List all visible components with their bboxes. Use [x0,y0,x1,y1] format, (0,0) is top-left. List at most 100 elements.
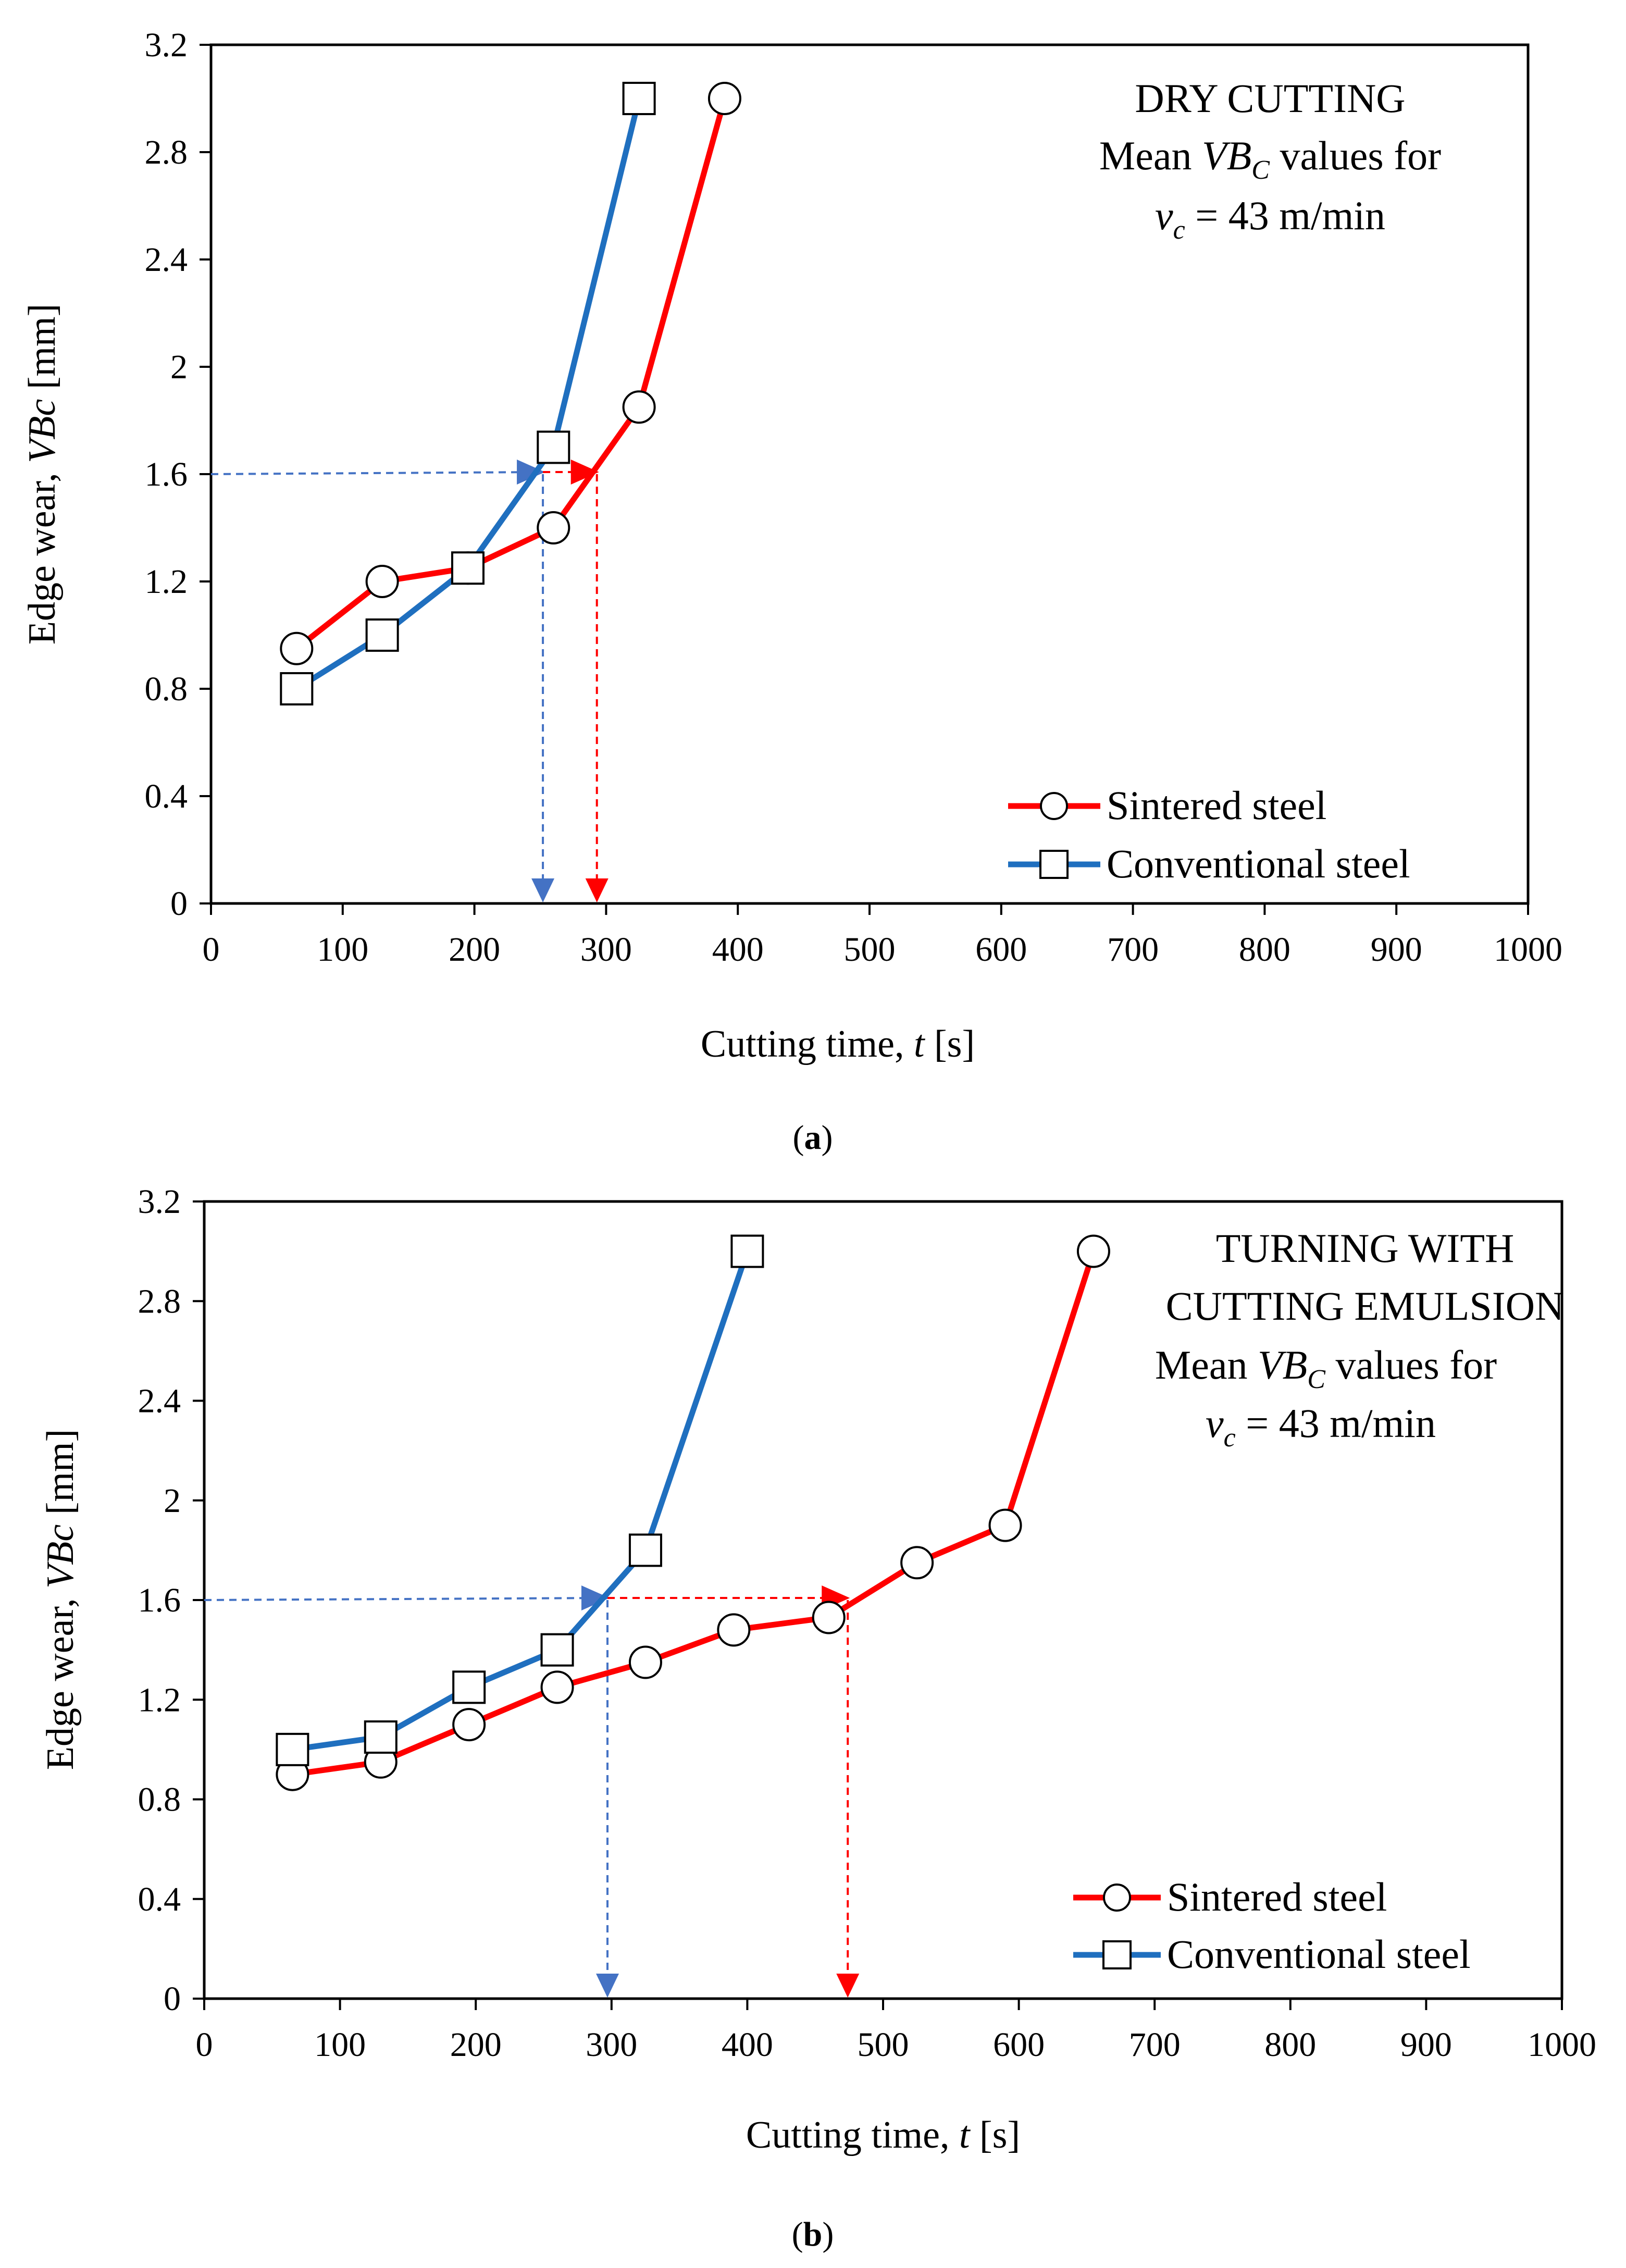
x-tick-label: 900 [1400,2026,1452,2064]
legend-marker-conventional [1102,1940,1132,1969]
x-axis-title-post: [s] [970,2114,1021,2157]
annotation-mean: Mean VBC values for [1099,133,1441,185]
panel-b: 0 100 200 300 400 500 600 700 800 900 1000 0 0.4 0.8 1… [39,1183,1596,2253]
drop-arrowhead-conventional [531,878,555,902]
x-tick-label: 200 [449,931,500,969]
y-axis-title-pre: Edge wear, [39,1589,82,1770]
annotation-v-rest: = 43 m/min [1236,1401,1436,1446]
data-point-sintered [540,1670,574,1704]
x-tick-label: 0 [203,931,220,969]
data-point-conventional [276,1732,309,1766]
x-tick-label: 600 [975,931,1027,969]
y-tick-label: 3.2 [138,1183,181,1221]
y-tick-label: 0.4 [145,777,188,815]
x-tick-label: 300 [580,931,632,969]
annotation-vb: VB [1202,133,1251,178]
x-axis-title-post: [s] [925,1023,975,1065]
legend-marker-sintered [1040,792,1068,820]
data-point-conventional [628,1533,662,1567]
legend-label-conventional: Conventional steel [1167,1931,1471,1977]
series-line-sintered [292,1250,1097,1778]
data-point-conventional [365,618,399,652]
legend: Sintered steel Conventional steel [1008,783,1410,886]
annotation-speed: vc = 43 m/min [1206,1401,1436,1453]
x-tick-label: 100 [314,2026,366,2064]
x-tick-label: 0 [196,2026,213,2064]
drop-arrowhead-conventional [595,1974,619,1998]
annotation-mean-prefix: Mean [1155,1342,1258,1387]
y-axis-title-var: VBc [21,399,64,463]
annotation-v: v [1155,193,1173,238]
series-line-conventional [292,1250,750,1753]
x-axis-title-var: t [959,2114,971,2157]
annotation-v-sub: c [1173,215,1185,245]
y-tick-label: 2 [170,348,188,386]
x-tick-label: 200 [450,2026,502,2064]
panel-caption-letter: b [803,2215,823,2253]
annotation-v-sub: c [1224,1423,1236,1453]
annotation-vb-sub: C [1251,155,1270,185]
annotation-title: DRY CUTTING [1135,76,1405,121]
y-tick-label: 2 [164,1482,181,1520]
x-tick-label: 400 [712,931,764,969]
data-point-conventional [452,1670,486,1704]
y-tick-label: 1.2 [145,563,188,601]
legend-label-conventional: Conventional steel [1107,841,1410,886]
legend-marker-sintered [1103,1883,1131,1912]
data-point-sintered [365,565,399,598]
y-tick-label: 2.4 [145,241,188,279]
y-tick-label: 1.6 [138,1581,181,1619]
y-axis-title-pre: Edge wear, [21,463,64,645]
series-line-conventional [295,97,642,691]
legend-label-sintered: Sintered steel [1107,783,1326,828]
y-tick-label: 1.6 [145,455,188,493]
data-point-conventional [280,672,314,705]
panel-caption: (a) [793,1119,833,1157]
data-point-conventional [537,430,570,464]
drop-arrowhead-sintered [836,1974,860,1998]
data-point-sintered [628,1645,662,1679]
data-point-conventional [540,1633,574,1667]
data-point-sintered [900,1546,934,1580]
data-point-sintered [708,82,741,115]
data-point-sintered [1076,1234,1110,1268]
y-tick-label: 0 [164,1980,181,2018]
threshold-arrowhead-horizontal-conventional [517,460,545,485]
data-point-conventional [730,1234,764,1268]
series-line-sintered [294,97,728,651]
x-tick-label: 500 [844,931,896,969]
x-tick-label: 700 [1107,931,1159,969]
x-tick-label: 900 [1371,931,1422,969]
threshold-line-conventional [204,1597,604,1601]
x-tick-label: 800 [1264,2026,1316,2064]
data-point-conventional [364,1720,398,1754]
x-tick-label: 600 [993,2026,1045,2064]
annotation-mean-suffix: values for [1270,133,1441,178]
x-axis-title-pre: Cutting time, [701,1023,914,1065]
y-tick-label: 3.2 [145,26,188,64]
y-tick-label: 2.4 [138,1382,181,1420]
data-point-sintered [988,1508,1022,1542]
data-point-sintered [717,1613,751,1647]
y-tick-label: 0 [170,885,188,923]
x-tick-label: 1000 [1528,2026,1596,2064]
panel-a: 0 100 200 300 400 500 600 700 800 900 1000 0 0.4 0.8 1… [21,26,1562,1157]
data-point-sintered [537,511,570,544]
y-axis-title-post: [mm] [21,304,64,399]
y-tick-label: 2.8 [145,133,188,171]
legend: Sintered steel Conventional steel [1073,1874,1471,1977]
x-tick-label: 1000 [1494,931,1562,969]
data-point-conventional [622,82,656,115]
y-tick-label: 0.8 [145,670,188,708]
y-axis-title-var: VBc [39,1524,82,1588]
x-tick-label: 500 [858,2026,909,2064]
y-axis-title: Edge wear, VBc [mm] [21,304,64,645]
annotation-mean-suffix: values for [1325,1342,1497,1387]
annotation-speed: vc = 43 m/min [1155,193,1385,245]
y-axis-title-post: [mm] [39,1429,82,1525]
x-axis-title: Cutting time, t [s] [746,2114,1020,2157]
x-tick-label: 100 [317,931,368,969]
annotation-vb-sub: C [1307,1365,1326,1394]
threshold-line-conventional [210,471,540,475]
annotation-mean-prefix: Mean [1099,133,1202,178]
